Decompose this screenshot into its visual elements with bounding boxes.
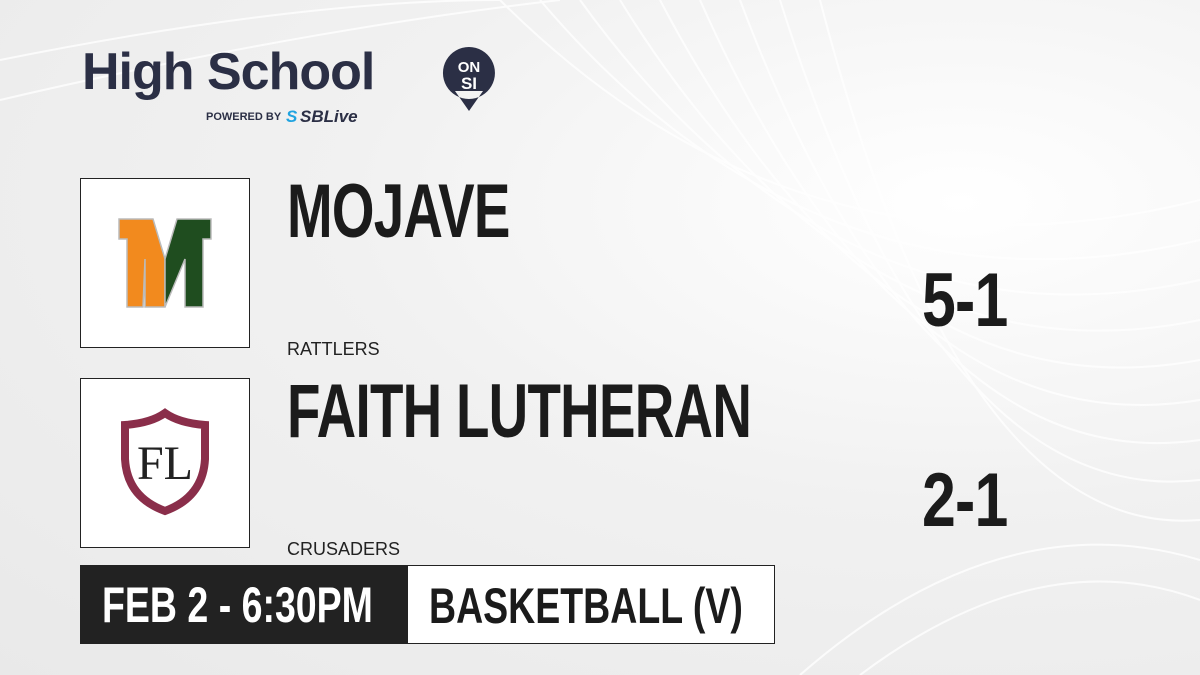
team-name: FAITH LUTHERAN [287,369,752,454]
badge-top: ON [458,59,481,76]
team-record: 2-1 [922,458,1008,543]
shield-logo-icon: FL [121,408,209,516]
logo-letters: FL [137,437,193,490]
game-sport: BASKETBALL (V) [429,578,743,634]
on-si-badge-icon: ON SI [442,47,495,111]
team-logo-mojave [80,178,250,348]
sport-box: BASKETBALL (V) [407,565,775,644]
team-logo-faith-lutheran: FL [80,378,250,548]
sblive-logo: S [286,107,298,126]
team-mascot: CRUSADERS [287,539,401,559]
team-record: 5-1 [922,258,1008,343]
game-datetime: FEB 2 - 6:30PM [102,577,373,633]
mojave-m-logo-icon [118,218,212,308]
brand-title: High School [82,43,375,101]
powered-by: POWERED BY [206,111,282,123]
team-name: MOJAVE [287,169,510,254]
team-mascot: RATTLERS [287,339,380,359]
game-datetime-box: FEB 2 - 6:30PM [80,565,407,644]
sblive-text: SBLive [300,107,358,126]
badge-bottom: SI [461,74,477,93]
